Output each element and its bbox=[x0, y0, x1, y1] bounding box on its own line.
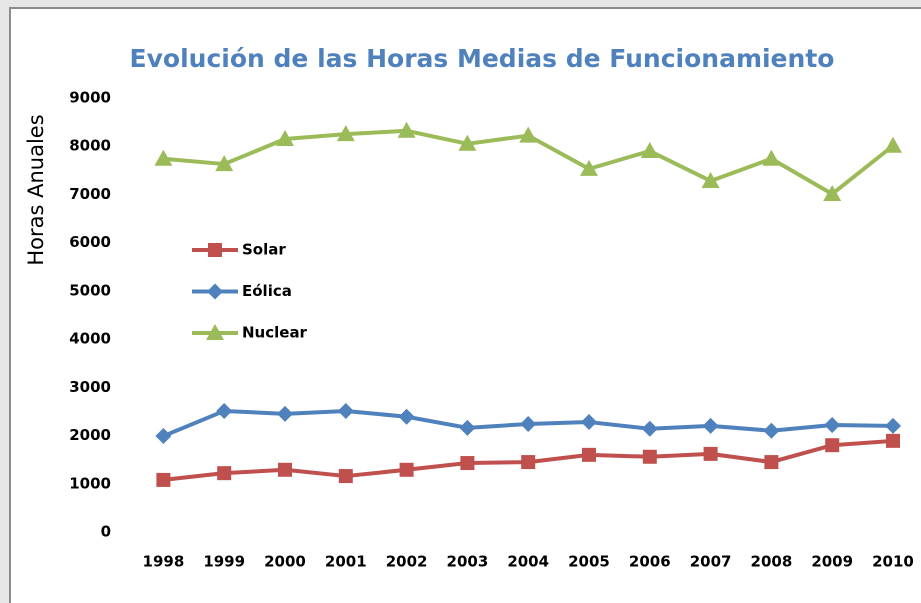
marker bbox=[884, 136, 902, 153]
chart-frame bbox=[9, 7, 921, 603]
x-tick-label: 2006 bbox=[629, 553, 671, 571]
marker bbox=[156, 472, 171, 487]
x-tick-label: 2007 bbox=[690, 553, 732, 571]
marker bbox=[216, 402, 233, 419]
y-tick-label: 7000 bbox=[69, 185, 111, 203]
marker bbox=[458, 134, 477, 151]
marker bbox=[154, 149, 173, 166]
marker bbox=[207, 283, 223, 300]
y-axis-label: Horas Anuales bbox=[24, 114, 48, 265]
marker bbox=[338, 469, 353, 484]
marker bbox=[762, 149, 781, 166]
x-tick-label: 2002 bbox=[386, 553, 428, 571]
marker bbox=[885, 417, 901, 434]
marker bbox=[825, 438, 840, 453]
marker bbox=[640, 142, 659, 159]
y-tick-label: 5000 bbox=[69, 281, 111, 299]
legend-label: Eólica bbox=[242, 282, 292, 300]
marker bbox=[764, 455, 779, 470]
legend-label: Nuclear bbox=[242, 324, 308, 342]
x-tick-label: 2005 bbox=[568, 553, 610, 571]
marker bbox=[521, 455, 536, 470]
marker bbox=[208, 243, 222, 257]
marker bbox=[520, 415, 537, 432]
marker bbox=[763, 422, 780, 439]
marker bbox=[278, 462, 292, 477]
x-tick-label: 2000 bbox=[264, 553, 306, 571]
marker bbox=[642, 449, 657, 464]
marker bbox=[336, 125, 355, 142]
marker bbox=[459, 419, 476, 436]
marker bbox=[397, 121, 416, 138]
y-tick-label: 8000 bbox=[69, 137, 111, 155]
x-tick-label: 1999 bbox=[203, 553, 245, 571]
y-tick-label: 0 bbox=[101, 523, 111, 541]
x-tick-label: 1998 bbox=[143, 553, 185, 571]
marker bbox=[337, 402, 354, 419]
y-tick-label: 9000 bbox=[69, 89, 111, 107]
chart-title: Evolución de las Horas Medias de Funcion… bbox=[130, 44, 835, 73]
y-tick-label: 6000 bbox=[69, 233, 111, 251]
marker bbox=[580, 159, 598, 176]
legend-label: Solar bbox=[242, 241, 286, 259]
x-tick-label: 2004 bbox=[507, 553, 549, 571]
marker bbox=[460, 456, 475, 471]
x-tick-label: 2003 bbox=[447, 553, 489, 571]
marker bbox=[206, 324, 224, 340]
marker bbox=[702, 417, 719, 434]
x-tick-label: 2001 bbox=[325, 553, 367, 571]
y-tick-label: 3000 bbox=[69, 378, 111, 396]
marker bbox=[581, 414, 597, 431]
y-tick-label: 4000 bbox=[69, 330, 111, 348]
marker bbox=[155, 428, 172, 445]
marker bbox=[217, 466, 232, 481]
marker bbox=[703, 446, 718, 461]
marker bbox=[519, 126, 538, 143]
marker bbox=[886, 433, 900, 448]
x-tick-label: 2008 bbox=[751, 553, 793, 571]
marker bbox=[277, 405, 293, 422]
marker bbox=[701, 171, 720, 188]
y-tick-label: 1000 bbox=[69, 474, 111, 492]
marker bbox=[276, 129, 294, 146]
y-tick-label: 2000 bbox=[69, 426, 111, 444]
marker bbox=[641, 420, 658, 437]
marker bbox=[824, 416, 841, 433]
x-tick-label: 2009 bbox=[811, 553, 853, 571]
x-tick-label: 2010 bbox=[872, 553, 914, 571]
marker bbox=[823, 184, 842, 201]
marker bbox=[582, 447, 596, 462]
marker bbox=[399, 462, 414, 477]
marker bbox=[215, 155, 234, 172]
marker bbox=[398, 408, 415, 425]
